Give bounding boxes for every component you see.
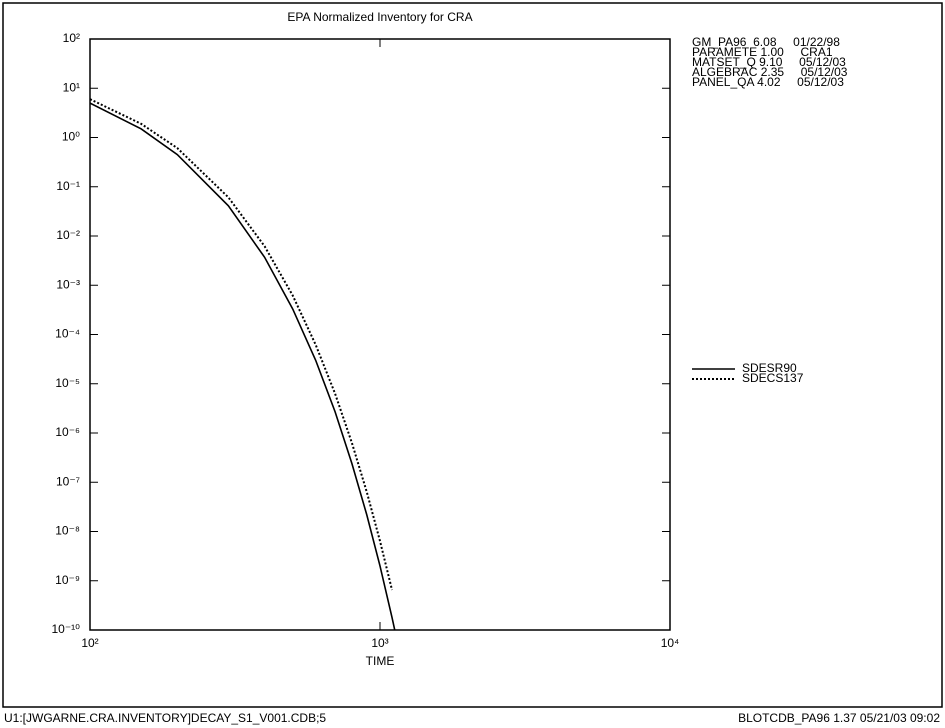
y-tick-label: 10⁻⁸	[55, 524, 80, 538]
version-info: PANEL_QA 4.02 05/12/03	[692, 75, 844, 89]
y-tick-label: 10⁻⁴	[55, 327, 80, 341]
y-tick-label: 10⁻⁹	[55, 573, 80, 587]
plot-area	[90, 98, 396, 630]
footer-right: BLOTCDB_PA96 1.37 05/21/03 09:02	[738, 711, 940, 725]
y-tick-label: 10¹	[63, 80, 80, 94]
legend-label: SDESR90	[742, 361, 797, 375]
version-info: MATSET_Q 9.10 05/12/03	[692, 55, 846, 69]
y-tick-label: 10⁻¹⁰	[52, 622, 81, 636]
y-tick-label: 10⁻⁵	[55, 376, 80, 390]
footer-left: U1:[JWGARNE.CRA.INVENTORY]DECAY_S1_V001.…	[4, 711, 326, 725]
x-tick-label: 10⁴	[661, 636, 680, 650]
y-tick-label: 10⁻⁶	[55, 425, 80, 439]
x-tick-label: 10²	[81, 636, 98, 650]
x-tick-label: 10³	[371, 636, 388, 650]
x-axis-label: TIME	[366, 654, 395, 668]
version-info: ALGEBRAC 2.35 05/12/03	[692, 65, 848, 79]
y-tick-label: 10⁻⁷	[56, 474, 80, 488]
legend-label: SDECS137	[742, 371, 804, 385]
y-tick-label: 10⁻¹	[56, 179, 80, 193]
y-tick-label: 10⁻³	[56, 277, 80, 291]
version-info: PARAMETE 1.00 CRA1	[692, 45, 833, 59]
chart-title: EPA Normalized Inventory for CRA	[287, 10, 472, 24]
outer-frame	[2, 2, 943, 708]
y-tick-label: 10⁰	[62, 130, 80, 144]
version-info: GM_PA96 6.08 01/22/98	[692, 35, 840, 49]
plot-frame	[89, 38, 671, 631]
y-tick-label: 10⁻²	[56, 228, 80, 242]
series-line	[90, 102, 396, 630]
y-tick-label: 10²	[63, 31, 80, 45]
series-line	[90, 98, 393, 591]
